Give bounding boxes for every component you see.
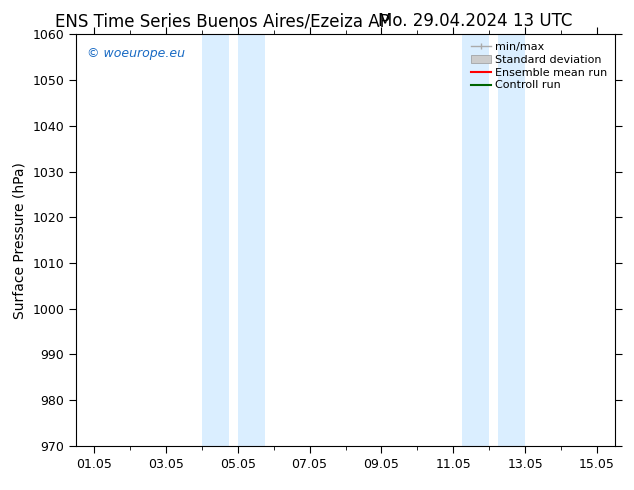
Text: © woeurope.eu: © woeurope.eu — [87, 47, 185, 60]
Text: Mo. 29.04.2024 13 UTC: Mo. 29.04.2024 13 UTC — [378, 12, 573, 30]
Y-axis label: Surface Pressure (hPa): Surface Pressure (hPa) — [13, 162, 27, 318]
Bar — [462, 34, 489, 446]
Legend: min/max, Standard deviation, Ensemble mean run, Controll run: min/max, Standard deviation, Ensemble me… — [469, 40, 609, 93]
Bar — [238, 34, 265, 446]
Bar — [202, 34, 229, 446]
Text: ENS Time Series Buenos Aires/Ezeiza AP: ENS Time Series Buenos Aires/Ezeiza AP — [55, 12, 389, 30]
Bar — [498, 34, 525, 446]
